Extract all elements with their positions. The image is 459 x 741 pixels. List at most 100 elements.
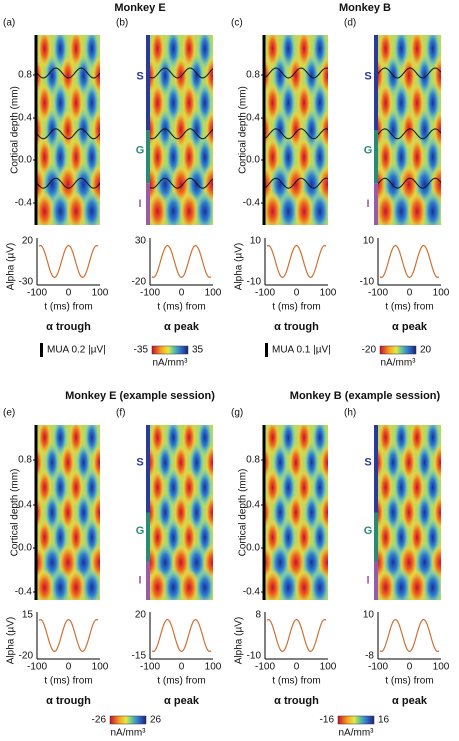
colorbar [379,345,417,355]
blob [441,419,455,457]
blob [441,83,455,124]
blob [288,109,303,151]
depth-tick-label: 0.0 [18,543,32,554]
title: Monkey E (example session) [65,390,215,402]
blob [304,493,319,532]
alpha-tick-label: 15 [22,610,34,621]
time-label: t (ms) from [272,676,320,687]
lfp-trace [378,177,441,189]
blob [288,443,303,482]
blob [150,191,168,225]
blob [296,468,312,507]
blob [288,493,303,532]
blob [273,443,288,482]
blob [179,191,199,225]
depth-tick-label: -0.4 [15,198,33,209]
blob [108,494,122,532]
alpha-tick-label: -30 [19,277,34,288]
colorbar-unit: nA/mm³ [339,728,375,739]
time-tick-label: 0 [407,288,413,299]
blob [449,55,459,96]
blob [378,82,393,124]
colorbar-unit: nA/mm³ [153,358,189,369]
blob [76,443,91,482]
blob [391,568,411,600]
blob [173,493,188,532]
blob [328,469,342,507]
blob [221,444,235,482]
blob [441,137,455,178]
blob [425,82,440,124]
time-tick-label: 0 [66,662,72,673]
alpha-label: Alpha (µV) [234,617,245,664]
blob [449,494,459,532]
blob [22,419,36,457]
blob [82,191,100,225]
depth-tick-label: 0.8 [18,455,32,466]
blob [378,568,396,600]
blob [281,82,296,124]
time-tick-label: -100 [27,288,47,299]
layer-bar [374,35,378,130]
event-label: α peak [392,695,428,707]
title: Monkey B [339,2,391,14]
blob [386,493,401,532]
layer-label: G [136,525,145,537]
blob [68,468,84,507]
blob [423,191,441,225]
alpha-tick-label: -15 [132,651,147,662]
layer-bar [374,561,378,600]
time-tick-label: -100 [27,662,47,673]
blob [22,28,36,69]
blob [336,444,350,482]
blob [197,82,212,124]
panel-letter: (f) [116,408,125,419]
blob [108,110,122,151]
alpha-tick-label: 20 [135,610,147,621]
blob [250,28,264,69]
colorbar-min: -20 [362,345,377,356]
depth-tick-label: 0.0 [246,155,260,166]
depth-label: Cortical depth (mm) [238,86,249,174]
heatmap [378,419,459,600]
depth-tick-label: -0.4 [15,587,33,598]
layer-label: I [366,198,369,210]
time-label: t (ms) from [44,676,92,687]
alpha-trace [266,244,327,279]
alpha-tick-label: -8 [365,651,374,662]
lfp-trace [37,177,100,189]
alpha-tick-label: -20 [19,651,34,662]
blob [310,568,328,600]
blob [334,544,353,582]
blob [328,519,342,557]
blob [100,137,114,178]
colorbar [337,715,375,725]
colorbar-unit: nA/mm³ [111,728,147,739]
depth-tick-label: 0.4 [18,500,32,511]
blob [189,493,204,532]
alpha-tick-label: 10 [363,236,375,247]
blob [401,109,416,151]
layer-bar [146,561,150,600]
alpha-tick-label: -10 [247,277,262,288]
blob [213,83,227,124]
blob [181,82,197,124]
lfp-trace [378,67,441,79]
blob [417,55,432,97]
blob [100,469,114,507]
panel-letter: (g) [231,408,243,419]
panel-letter: (a) [3,18,15,29]
depth-label: Cortical depth (mm) [238,469,249,557]
blob [273,109,288,151]
title: Monkey E [114,2,165,14]
blob [108,444,122,482]
time-tick-label: 0 [66,288,72,299]
heatmap [250,28,328,225]
colorbar-min: -35 [134,345,149,356]
depth-tick-label: 0.8 [18,70,32,81]
layer-label: S [364,70,371,82]
blob [386,443,401,482]
time-tick-label: 100 [433,662,450,673]
mua-label: MUA 0.1 |µV| [272,345,331,356]
